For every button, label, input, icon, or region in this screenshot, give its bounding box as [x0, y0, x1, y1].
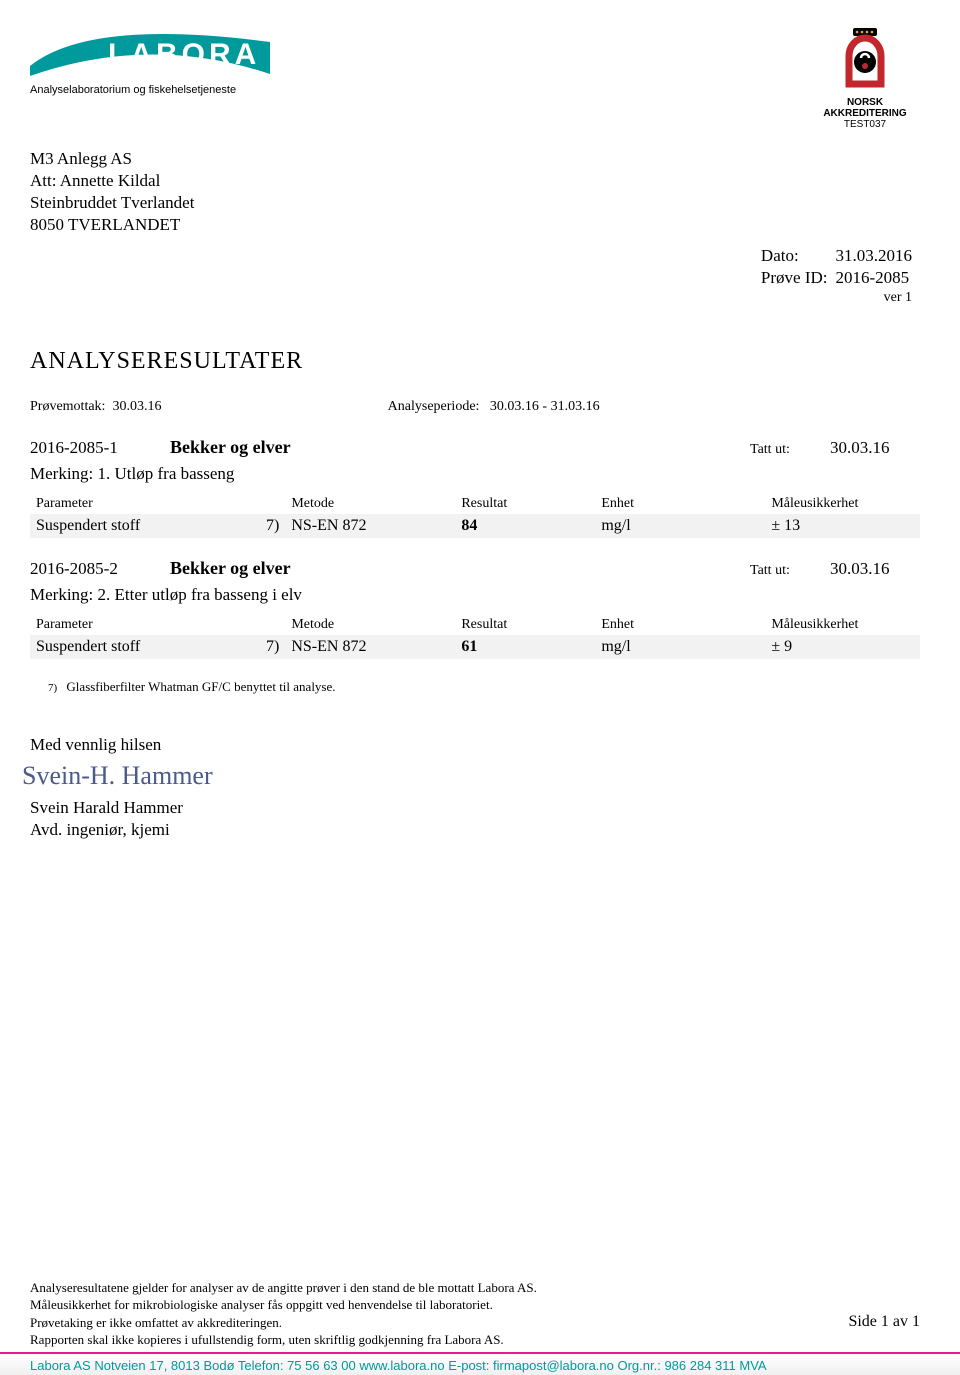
- recipient-line: 8050 TVERLANDET: [30, 214, 920, 236]
- proveid-label: Prøve ID:: [761, 268, 834, 288]
- th-resultat: Resultat: [455, 494, 595, 514]
- company-logo-block: LABORA Analyselaboratorium og fiskehelse…: [30, 28, 330, 100]
- th-enhet: Enhet: [595, 494, 765, 514]
- recipient-line: M3 Anlegg AS: [30, 148, 920, 170]
- cell-usikkerhet: ± 9: [765, 635, 920, 659]
- cell-metode: NS-EN 872: [285, 514, 455, 538]
- signoff-block: Med vennlig hilsen Svein-H. Hammer Svein…: [30, 735, 920, 840]
- tattut-value: 30.03.16: [830, 438, 920, 458]
- greeting: Med vennlig hilsen: [30, 735, 920, 755]
- sample-header-row: 2016-2085-2Bekker og elverTatt ut:30.03.…: [30, 558, 920, 579]
- footnote-text: Glassfiberfilter Whatman GF/C benyttet t…: [66, 679, 335, 694]
- footer-block: Analyseresultatene gjelder for analyser …: [30, 1279, 920, 1349]
- recipient-line: Att: Annette Kildal: [30, 170, 920, 192]
- signature: Svein-H. Hammer: [22, 761, 920, 791]
- tattut-value: 30.03.16: [830, 559, 920, 579]
- cell-metode: NS-EN 872: [285, 635, 455, 659]
- accred-line3: TEST037: [810, 119, 920, 130]
- th-parameter: Parameter: [30, 615, 260, 635]
- cell-enhet: mg/l: [595, 635, 765, 659]
- th-metode: Metode: [285, 494, 455, 514]
- cell-footnote-ref: 7): [260, 635, 285, 659]
- sample-name: Bekker og elver: [170, 437, 750, 458]
- tattut-label: Tatt ut:: [750, 442, 830, 458]
- cell-parameter: Suspendert stoff: [30, 514, 260, 538]
- footnote-num: 7): [48, 682, 57, 694]
- page-number: Side 1 av 1: [848, 1311, 920, 1333]
- signer-title: Avd. ingeniør, kjemi: [30, 819, 920, 840]
- th-resultat: Resultat: [455, 615, 595, 635]
- th-metode: Metode: [285, 615, 455, 635]
- header: LABORA Analyselaboratorium og fiskehelse…: [30, 28, 920, 130]
- sample-id: 2016-2085-1: [30, 438, 170, 458]
- th-usikkerhet: Måleusikkerhet: [765, 494, 920, 514]
- accred-line1: NORSK: [810, 97, 920, 108]
- periode-value: 30.03.16 - 31.03.16: [490, 399, 600, 414]
- params-table: Parameter MetodeResultatEnhetMåleusikkerh…: [30, 494, 920, 538]
- cell-parameter: Suspendert stoff: [30, 635, 260, 659]
- cell-usikkerhet: ± 13: [765, 514, 920, 538]
- accreditation-logo-icon: [839, 28, 891, 88]
- mottak-value: 30.03.16: [112, 399, 161, 414]
- company-sub: Analyselaboratorium og fiskehelsetjenest…: [30, 84, 236, 96]
- page-title: ANALYSERESULTATER: [30, 348, 920, 375]
- params-table: Parameter MetodeResultatEnhetMåleusikkerh…: [30, 615, 920, 659]
- footer-line: Analyseresultatene gjelder for analyser …: [30, 1279, 920, 1297]
- accreditation-block: NORSK AKKREDITERING TEST037: [810, 28, 920, 130]
- footer-line: Rapporten skal ikke kopieres i ufullsten…: [30, 1331, 920, 1349]
- sample-marking: Merking: 1. Utløp fra basseng: [30, 464, 920, 484]
- sample-block: 2016-2085-1Bekker og elverTatt ut:30.03.…: [30, 437, 920, 538]
- contact-bar: Labora AS Notveien 17, 8013 Bodø Telefon…: [0, 1352, 960, 1375]
- cell-resultat: 84: [455, 514, 595, 538]
- sample-name: Bekker og elver: [170, 558, 750, 579]
- recipient-block: M3 Anlegg AS Att: Annette Kildal Steinbr…: [30, 148, 920, 236]
- dato-label: Dato:: [761, 246, 834, 266]
- cell-footnote-ref: 7): [260, 514, 285, 538]
- signer-name: Svein Harald Hammer: [30, 797, 920, 818]
- footer-line: Måleusikkerhet for mikrobiologiske analy…: [30, 1296, 920, 1314]
- sample-header-row: 2016-2085-1Bekker og elverTatt ut:30.03.…: [30, 437, 920, 458]
- tattut-label: Tatt ut:: [750, 563, 830, 579]
- cell-resultat: 61: [455, 635, 595, 659]
- sample-marking: Merking: 2. Etter utløp fra basseng i el…: [30, 585, 920, 605]
- sample-block: 2016-2085-2Bekker og elverTatt ut:30.03.…: [30, 558, 920, 659]
- mottak-label: Prøvemottak:: [30, 399, 105, 414]
- table-row: Suspendert stoff7)NS-EN 87284mg/l± 13: [30, 514, 920, 538]
- samples-container: 2016-2085-1Bekker og elverTatt ut:30.03.…: [30, 437, 920, 659]
- table-row: Suspendert stoff7)NS-EN 87261mg/l± 9: [30, 635, 920, 659]
- recipient-line: Steinbruddet Tverlandet: [30, 192, 920, 214]
- periode-label: Analyseperiode:: [388, 399, 480, 414]
- footer-line: Prøvetaking er ikke omfattet av akkredit…: [30, 1314, 920, 1332]
- th-parameter: Parameter: [30, 494, 260, 514]
- th-enhet: Enhet: [595, 615, 765, 635]
- meta-block: Dato: 31.03.2016 Prøve ID: 2016-2085 ver…: [30, 244, 920, 308]
- proveid-value: 2016-2085: [836, 268, 919, 288]
- accred-line2: AKKREDITERING: [810, 108, 920, 119]
- cell-enhet: mg/l: [595, 514, 765, 538]
- periode-row: Prøvemottak: 30.03.16 Analyseperiode: 30…: [30, 399, 920, 415]
- dato-value: 31.03.2016: [836, 246, 919, 266]
- sample-id: 2016-2085-2: [30, 559, 170, 579]
- th-usikkerhet: Måleusikkerhet: [765, 615, 920, 635]
- meta-ver: ver 1: [836, 290, 919, 306]
- company-name: LABORA: [108, 38, 260, 72]
- report-page: LABORA Analyselaboratorium og fiskehelse…: [0, 0, 960, 1375]
- footnote: 7) Glassfiberfilter Whatman GF/C benytte…: [48, 679, 920, 695]
